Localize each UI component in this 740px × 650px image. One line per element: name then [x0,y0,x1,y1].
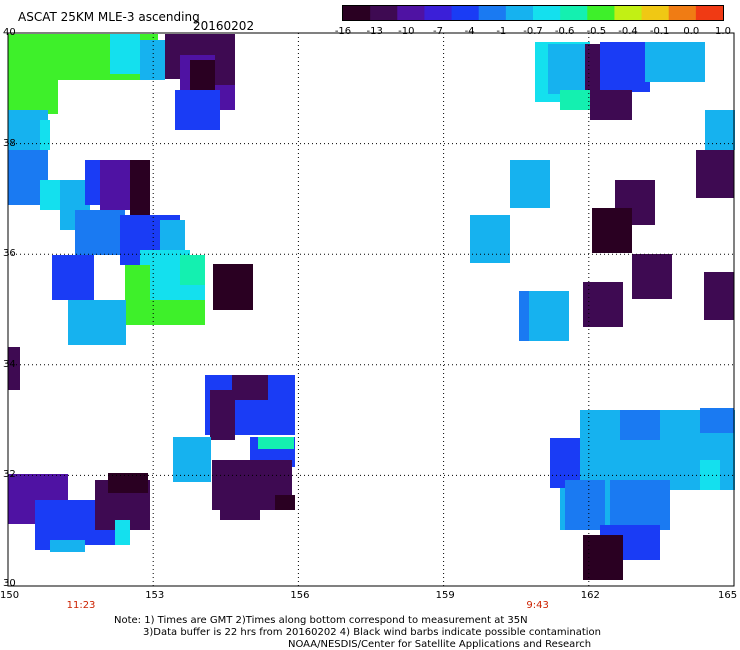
swath-cell [8,34,58,114]
colorbar-tick-label: -10 [398,26,415,37]
colorbar-tick-label: -0.1 [649,26,670,37]
swath-cell [592,208,632,253]
colorbar-segment [668,5,697,21]
x-tick-label: 162 [580,590,600,601]
map-plot [7,32,735,587]
colorbar-segment [587,5,615,21]
swath-cell [704,272,734,320]
colorbar-segment [478,5,507,21]
colorbar-tick-label: -0.4 [618,26,638,37]
swath-cell [550,438,580,488]
swath-cell [640,490,665,520]
map-date: 20160202 [193,19,255,33]
swath-cell [275,495,295,510]
swath-cell [645,42,705,82]
colorbar-segment [505,5,534,21]
y-tick-label: 30 [3,578,16,589]
note-line-2: 3)Data buffer is 22 hrs from 20160202 4)… [143,627,601,638]
swath-cell [232,375,268,400]
colorbar-tick-label: -7 [433,26,443,37]
plot-frame [7,32,735,587]
colorbar-segment [560,5,588,21]
y-tick-label: 36 [3,248,16,260]
time-label: 9:43 [526,600,549,611]
swath-cell [75,210,125,255]
colorbar-segment [424,5,453,21]
colorbar-segment [370,5,398,21]
swath-cell [108,473,148,493]
colorbar-tick-label: -13 [366,26,383,37]
colorbar-tick-label: -0.6 [554,26,575,37]
colorbar-frame [342,5,724,21]
x-tick-label: 156 [290,590,310,601]
note-line-1: Note: 1) Times are GMT 2)Times along bot… [114,615,528,626]
colorbar [342,5,724,21]
swath-cell [700,408,734,433]
swath-cell [696,150,734,198]
swath-cell [110,34,140,74]
swath-cell [632,254,672,299]
swath-cell [529,291,569,341]
colorbar-segment [343,5,371,21]
grid-lines [8,33,734,586]
swath-cell [130,160,150,215]
swath-cell [213,264,253,310]
y-tick-label: 40 [3,27,16,38]
x-tick-label: 150 [0,590,20,601]
x-tick-label: 165 [718,590,738,601]
time-label: 11:23 [66,600,96,611]
swath-cell [50,540,85,552]
swath-cell [215,50,235,85]
swath-cell [565,480,605,530]
colorbar-segment [614,5,643,21]
colorbar-tick-label: -1 [496,26,507,37]
swath-cell [470,215,510,263]
colorbar-segment [695,5,724,21]
colorbar-tick-label: -0.5 [586,26,607,37]
swath-cell [115,520,130,545]
swath-cell [600,42,650,92]
y-tick-label: 32 [3,469,16,481]
note-line-3: NOAA/NESDIS/Center for Satellite Applica… [288,639,592,650]
y-tick-label: 38 [3,137,16,149]
x-tick-label: 153 [145,590,165,601]
swath-cell [52,255,94,300]
colorbar-tick-label: 1.0 [715,26,731,37]
swath-cell [220,505,260,520]
swath-cell [620,410,660,440]
swath-cell [140,40,165,80]
swath-cell [590,90,632,120]
colorbar-tick-label: -0.7 [523,26,543,37]
swath-cell [548,44,590,94]
swath-cell [258,437,294,449]
x-tick-label: 159 [435,590,455,601]
colorbar-tick-label: -16 [334,26,352,37]
map-title: ASCAT 25KM MLE-3 ascending [18,10,200,24]
colorbar-segment [641,5,670,21]
swath-cell [583,282,623,327]
colorbar-segment [397,5,425,21]
swath-cell [60,60,108,80]
swath-cell [560,90,595,110]
swath-cell [8,347,20,390]
colorbar-segment [533,5,561,21]
swath-cell [510,160,550,208]
swath-data [8,34,735,580]
swath-cell [175,90,220,130]
swath-cell [700,460,720,490]
swath-cell [100,160,135,210]
swath-cell [40,120,50,150]
y-tick-label: 34 [3,358,16,370]
swath-cell [173,437,211,482]
colorbar-segment [451,5,480,21]
swath-cell [210,390,235,440]
swath-cell [180,255,205,285]
swath-cell [583,535,623,580]
swath-cell [68,300,126,345]
colorbar-tick-label: 0.0 [683,26,700,37]
colorbar-tick-label: -4 [464,26,475,37]
